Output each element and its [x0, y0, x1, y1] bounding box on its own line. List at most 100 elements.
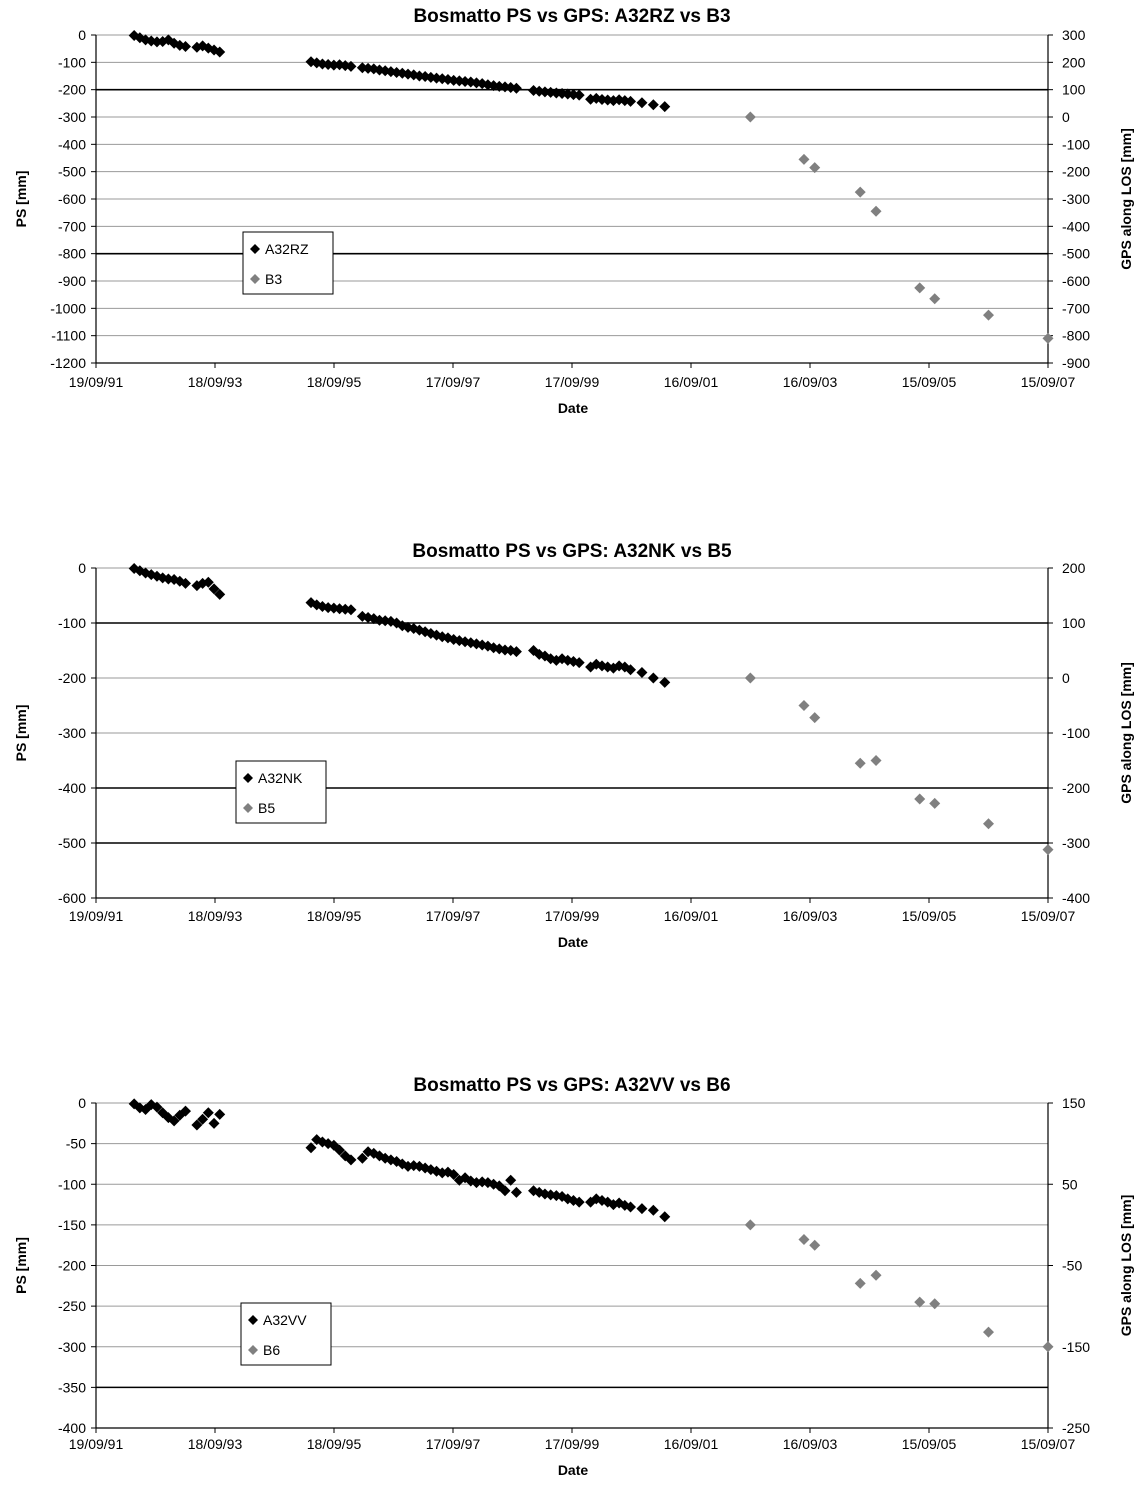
x-tick-label: 16/09/01: [664, 908, 719, 924]
y2-tick-label: -300: [1062, 835, 1090, 851]
x-tick-label: 18/09/93: [188, 1436, 243, 1452]
x-axis-label: Date: [558, 1462, 589, 1478]
y2-tick-label: 100: [1062, 82, 1086, 98]
chart-panel-1: Bosmatto PS vs GPS: A32RZ vs B3 0 -100 -200…: [0, 0, 1139, 430]
data-point: [1043, 1341, 1054, 1352]
y-tick-label: -400: [58, 136, 86, 152]
legend: A32VV B6: [241, 1303, 331, 1365]
chart-a32rz-vs-b3: Bosmatto PS vs GPS: A32RZ vs B3 0 -100 -200…: [0, 0, 1139, 430]
x-tick-label: 19/09/91: [69, 1436, 124, 1452]
legend-label: A32VV: [263, 1312, 307, 1328]
legend-label: A32NK: [258, 770, 303, 786]
y-tick-label: 0: [78, 1095, 86, 1111]
x-tick-label: 16/09/03: [783, 908, 838, 924]
data-point: [659, 101, 670, 112]
y2-tick-label: 150: [1062, 1095, 1086, 1111]
y2-tick-label: 200: [1062, 560, 1086, 576]
y2-axis-label: GPS along LOS [mm]: [1118, 1195, 1134, 1337]
data-point: [983, 818, 994, 829]
data-point: [809, 712, 820, 723]
y-tick-label: -900: [58, 273, 86, 289]
y-tick-label: -100: [58, 1176, 86, 1192]
data-point: [914, 794, 925, 805]
data-point: [929, 798, 940, 809]
y-tick-label: 0: [78, 27, 86, 43]
y2-tick-label: -400: [1062, 218, 1090, 234]
data-point: [798, 154, 809, 165]
chart-title: Bosmatto PS vs GPS: A32RZ vs B3: [413, 6, 730, 27]
x-tick-label: 15/09/07: [1021, 908, 1076, 924]
y2-tick-label: 300: [1062, 27, 1086, 43]
x-tick-label: 19/09/91: [69, 374, 124, 390]
y-tick-label: -250: [58, 1298, 86, 1314]
series-A32RZ: [129, 30, 671, 112]
legend-label: B5: [258, 800, 275, 816]
y-tick-label: -350: [58, 1379, 86, 1395]
data-point: [659, 677, 670, 688]
data-point: [914, 282, 925, 293]
x-tick-label: 18/09/93: [188, 908, 243, 924]
chart-title: Bosmatto PS vs GPS: A32VV vs B6: [413, 1075, 730, 1096]
legend: A32RZ B3: [243, 232, 333, 294]
x-tick-label: 15/09/07: [1021, 1436, 1076, 1452]
series-A32VV: [129, 1098, 671, 1222]
chart-title: Bosmatto PS vs GPS: A32NK vs B5: [412, 541, 732, 562]
y2-tick-label: -600: [1062, 273, 1090, 289]
y2-tick-label: 0: [1062, 670, 1070, 686]
data-point: [511, 1187, 522, 1198]
y-tick-label: -100: [58, 615, 86, 631]
legend-label: B6: [263, 1342, 280, 1358]
x-tick-label: 16/09/01: [664, 1436, 719, 1452]
y2-tick-label: -700: [1062, 300, 1090, 316]
data-point: [929, 1298, 940, 1309]
gridlines: [96, 1103, 1048, 1428]
y2-axis-label: GPS along LOS [mm]: [1118, 128, 1134, 270]
y-tick-label: -1200: [50, 355, 86, 371]
data-point: [871, 755, 882, 766]
x-tick-label: 16/09/03: [783, 374, 838, 390]
x-tick-label: 17/09/97: [426, 1436, 481, 1452]
y2-tick-label: -500: [1062, 246, 1090, 262]
x-tick-label: 16/09/01: [664, 374, 719, 390]
data-point: [871, 1270, 882, 1281]
y-tick-label: -400: [58, 1420, 86, 1436]
y2-axis-label: GPS along LOS [mm]: [1118, 662, 1134, 804]
data-point: [209, 1118, 220, 1129]
x-tick-label: 15/09/05: [902, 908, 957, 924]
y-tick-label: -50: [66, 1136, 86, 1152]
series-B3: [745, 112, 1054, 344]
x-tick-label: 17/09/97: [426, 908, 481, 924]
x-tick-label: 17/09/99: [545, 374, 600, 390]
x-axis-label: Date: [558, 400, 589, 416]
y-axis-label: PS [mm]: [13, 171, 29, 228]
legend: A32NK B5: [236, 761, 326, 823]
y-tick-label: -500: [58, 835, 86, 851]
data-point: [648, 673, 659, 684]
y-tick-label: -700: [58, 218, 86, 234]
x-tick-label: 19/09/91: [69, 908, 124, 924]
y2-tick-label: -800: [1062, 328, 1090, 344]
y-axis-label: PS [mm]: [13, 705, 29, 762]
x-tick-label: 15/09/05: [902, 1436, 957, 1452]
x-tick-label: 15/09/05: [902, 374, 957, 390]
y-tick-label: -1000: [50, 300, 86, 316]
chart-panel-2: Bosmatto PS vs GPS: A32NK vs B5 0 -100 -200…: [0, 535, 1139, 965]
y-tick-label: -100: [58, 54, 86, 70]
y-axis-label: PS [mm]: [13, 1237, 29, 1294]
data-point: [929, 293, 940, 304]
y2-tick-label: -250: [1062, 1420, 1090, 1436]
x-tick-label: 18/09/93: [188, 374, 243, 390]
data-point: [855, 187, 866, 198]
y-tick-label: -800: [58, 246, 86, 262]
y2-tick-label: 0: [1062, 109, 1070, 125]
y-tick-label: -200: [58, 670, 86, 686]
y2-tick-label: 50: [1062, 1176, 1078, 1192]
y-tick-label: -300: [58, 725, 86, 741]
data-point: [745, 1219, 756, 1230]
y-tick-label: -300: [58, 109, 86, 125]
x-tick-label: 18/09/95: [307, 374, 362, 390]
y2-tick-label: -900: [1062, 355, 1090, 371]
y-tick-label: 0: [78, 560, 86, 576]
y2-tick-label: 200: [1062, 54, 1086, 70]
gridlines: [96, 568, 1048, 898]
